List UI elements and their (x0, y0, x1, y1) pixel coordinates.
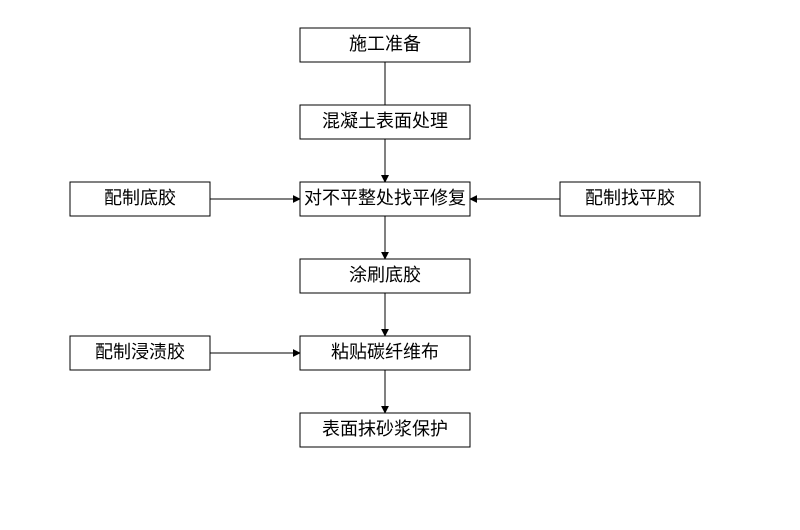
flow-node-nR1: 配制找平胶 (560, 182, 700, 216)
flow-node-label: 配制浸渍胶 (95, 342, 185, 362)
flow-node-label: 混凝土表面处理 (322, 111, 448, 131)
flow-node-label: 对不平整处找平修复 (304, 188, 466, 208)
flow-node-label: 配制找平胶 (585, 188, 675, 208)
flow-node-nL1: 配制底胶 (70, 182, 210, 216)
flow-node-label: 涂刷底胶 (349, 265, 421, 285)
flow-node-label: 粘贴碳纤维布 (331, 342, 439, 362)
flow-node-label: 施工准备 (349, 34, 421, 54)
flow-node-n4: 涂刷底胶 (300, 259, 470, 293)
flow-node-n6: 表面抹砂浆保护 (300, 413, 470, 447)
flow-node-n5: 粘贴碳纤维布 (300, 336, 470, 370)
flow-node-n3: 对不平整处找平修复 (300, 182, 470, 216)
flow-node-n2: 混凝土表面处理 (300, 105, 470, 139)
flow-node-label: 表面抹砂浆保护 (322, 419, 448, 439)
flow-node-label: 配制底胶 (104, 188, 176, 208)
flowchart-canvas: 施工准备混凝土表面处理对不平整处找平修复 配制底胶 配制找平胶涂刷底胶粘贴碳纤维布 配… (0, 0, 800, 530)
flow-node-n1: 施工准备 (300, 28, 470, 62)
flow-node-nL2: 配制浸渍胶 (70, 336, 210, 370)
